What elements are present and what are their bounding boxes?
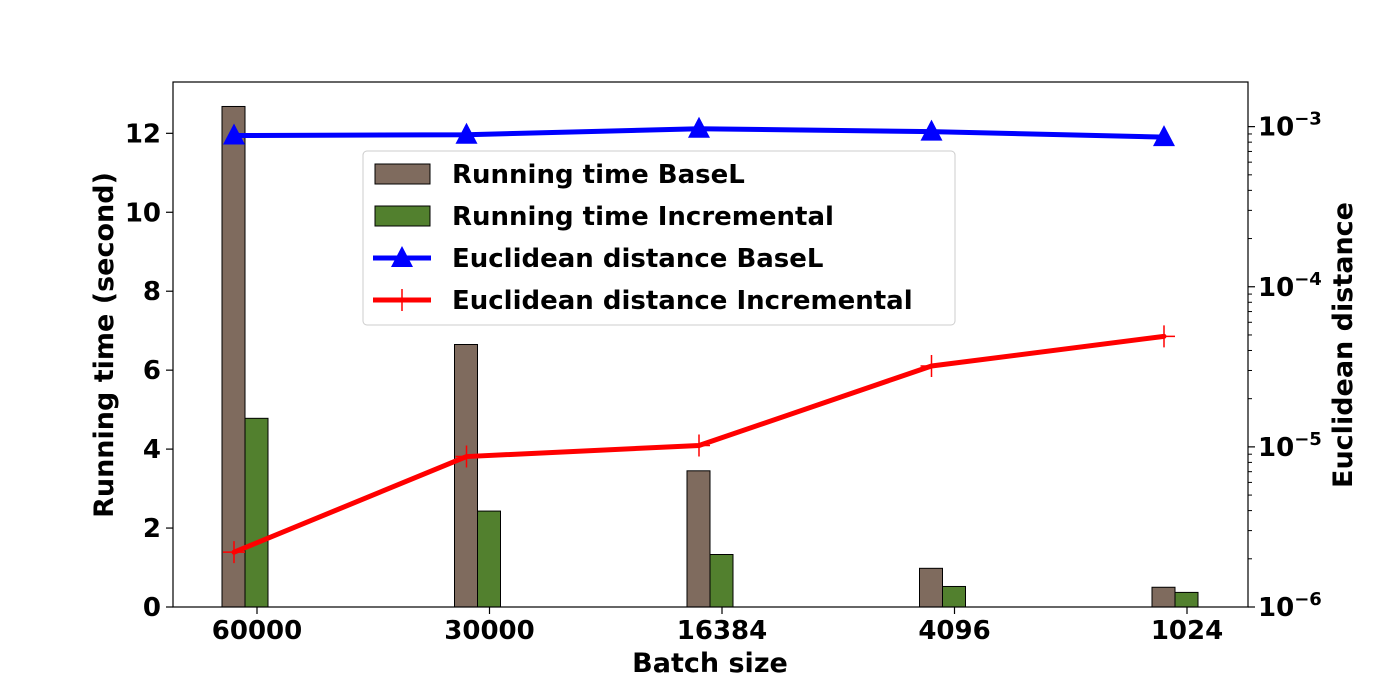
point-euclidean-distance-basel-60000: [223, 123, 245, 145]
y2-tick-label: 10−5: [1258, 429, 1322, 463]
bar-running-time-incremental-60000: [244, 417, 269, 608]
y2-tick-label: 10−4: [1258, 269, 1322, 303]
y2-tick-label: 10−3: [1258, 109, 1322, 143]
y-axis-label: Running time (second): [89, 172, 120, 518]
legend-label-running-time-incremental: Running time Incremental: [452, 202, 834, 232]
point-euclidean-distance-basel-4096: [920, 119, 943, 141]
y2-axis-label: Euclidean distance: [1328, 202, 1359, 488]
legend-frame: [362, 150, 956, 326]
x-tick-label-60000: 60000: [212, 616, 302, 646]
y-tick-label-0: 0: [143, 593, 161, 623]
bar-running-time-incremental-30000: [477, 510, 501, 608]
x-tick-label-30000: 30000: [444, 616, 534, 646]
point-euclidean-distance-incremental-1024: [1153, 325, 1175, 348]
bar-running-time-incremental-4096: [942, 585, 966, 608]
bar-running-time-basel-4096: [919, 567, 943, 608]
point-euclidean-distance-basel-1024: [1153, 125, 1175, 147]
y-tick-label-10: 10: [125, 198, 161, 228]
bar-running-time-basel-1024: [1151, 586, 1176, 608]
point-euclidean-distance-basel-30000: [455, 122, 478, 144]
y-tick-label-2: 2: [143, 514, 161, 544]
legend-marker-triangle: [391, 246, 413, 267]
x-tick-label-4096: 4096: [918, 616, 990, 646]
x-axis-ticks: 60000 30000 16384 4096 1024: [212, 607, 1223, 646]
bar-running-time-basel-16384: [686, 470, 711, 608]
x-tick-label-16384: 16384: [677, 616, 767, 646]
point-euclidean-distance-incremental-16384: [688, 434, 710, 457]
x-tick-label-1024: 1024: [1151, 616, 1223, 646]
y2-tick-label: 10−6: [1258, 589, 1322, 623]
legend-swatch-running-time-basel: [374, 163, 431, 185]
y-tick-label-6: 6: [143, 356, 161, 386]
point-euclidean-distance-incremental-4096: [920, 354, 943, 377]
point-euclidean-distance-incremental-60000: [223, 541, 245, 564]
y-tick-label-12: 12: [125, 119, 161, 149]
legend-swatch-euclidean-incremental: [373, 289, 431, 311]
y-tick-label-4: 4: [143, 435, 161, 465]
point-euclidean-distance-incremental-30000: [455, 445, 478, 468]
lines-group: [223, 116, 1175, 564]
legend-label-euclidean-basel: Euclidean distance BaseL: [452, 244, 823, 274]
plot-frame: [172, 81, 1249, 608]
bar-running-time-basel-60000: [221, 105, 246, 608]
bar-running-time-basel-30000: [454, 344, 478, 608]
x-axis-label: Batch size: [632, 648, 788, 679]
legend-swatch-running-time-incremental: [374, 205, 431, 227]
point-euclidean-distance-basel-16384: [688, 116, 710, 138]
legend-swatch-euclidean-basel: [373, 246, 431, 267]
legend-label-running-time-basel: Running time BaseL: [452, 160, 745, 190]
right-axis-ticks: 10−6 10−5 10−4 10−3: [1248, 109, 1322, 623]
bar-running-time-incremental-16384: [709, 554, 734, 608]
left-axis-ticks: 0 2 4 6 8 10 12: [125, 119, 173, 623]
bars-group: [221, 105, 1199, 608]
bar-running-time-incremental-1024: [1174, 591, 1199, 608]
legend: Running time BaseL Running time Incremen…: [362, 150, 956, 326]
legend-label-euclidean-incremental: Euclidean distance Incremental: [452, 286, 913, 316]
y-tick-label-8: 8: [143, 277, 161, 307]
